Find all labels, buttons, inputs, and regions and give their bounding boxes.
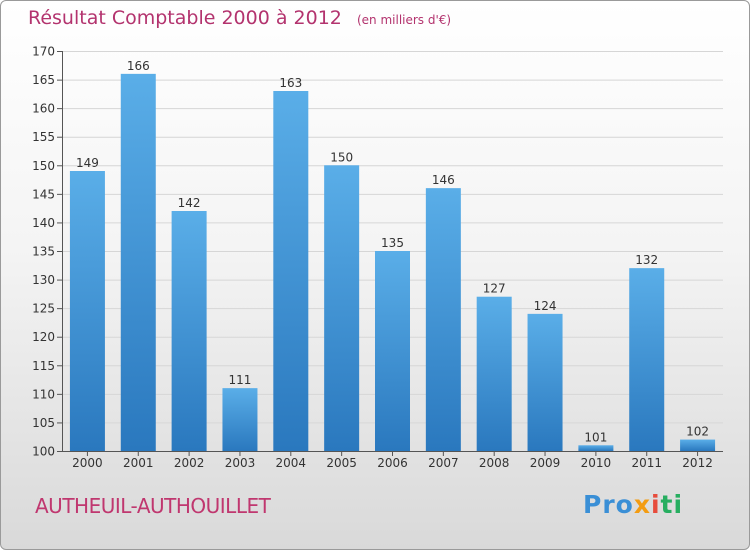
y-tick-label: 140 <box>32 216 55 230</box>
x-tick-label: 2006 <box>377 456 408 470</box>
bar-2001 <box>120 73 156 451</box>
x-tick-label: 2009 <box>530 456 561 470</box>
x-tick-label: 2002 <box>174 456 205 470</box>
x-tick-label: 2010 <box>581 456 612 470</box>
bar-value-label: 127 <box>483 282 506 296</box>
y-tick-label: 130 <box>32 273 55 287</box>
bar-value-label: 146 <box>432 173 455 187</box>
bar-2009 <box>527 313 563 451</box>
bar-2000 <box>69 171 105 451</box>
y-tick-label: 145 <box>32 187 55 201</box>
logo-part-3: i <box>650 490 661 519</box>
bar-layer: 149 166 142 111 163 150 135 146 127 124 101 132 102 <box>69 59 716 452</box>
y-tick-label: 160 <box>32 102 55 116</box>
bar-2002 <box>171 211 207 451</box>
x-tick-label: 2005 <box>326 456 357 470</box>
bar-2004 <box>273 91 309 451</box>
logo-part-1: Pro <box>583 490 634 519</box>
y-tick-label: 110 <box>32 387 55 401</box>
bar-value-label: 149 <box>76 156 99 170</box>
bar-value-label: 142 <box>178 196 201 210</box>
y-tick-label: 155 <box>32 130 55 144</box>
bar-2012 <box>680 439 716 451</box>
bar-value-label: 163 <box>279 76 302 90</box>
bar-value-label: 124 <box>534 299 557 313</box>
y-tick-label: 125 <box>32 302 55 316</box>
y-tick-label: 115 <box>32 359 55 373</box>
bar-value-label: 166 <box>127 59 150 73</box>
x-tick-label: 2012 <box>682 456 713 470</box>
y-tick-label: 150 <box>32 159 55 173</box>
bar-value-label: 132 <box>635 253 658 267</box>
y-tick-label: 170 <box>32 45 55 59</box>
y-tick-label: 120 <box>32 330 55 344</box>
bar-value-label: 111 <box>229 373 252 387</box>
x-tick-label: 2001 <box>123 456 154 470</box>
logo-part-2: x <box>633 490 651 519</box>
bar-2010 <box>578 445 614 451</box>
bar-value-label: 150 <box>330 150 353 164</box>
chart-subtitle: (en milliers d'€) <box>356 13 452 27</box>
y-tick-label: 100 <box>32 445 55 459</box>
bar-2005 <box>324 165 360 452</box>
x-tick-label: 2000 <box>72 456 103 470</box>
x-tick-label: 2007 <box>428 456 459 470</box>
x-tick-label: 2008 <box>479 456 510 470</box>
x-tick-label: 2004 <box>276 456 307 470</box>
title-row: Résultat Comptable 2000 à 2012 (en milli… <box>28 7 451 29</box>
commune-name: AUTHEUIL-AUTHOUILLET <box>35 494 271 518</box>
axis-layer: 100 105 110 115 120 125 130 135 140 145 150 155 160 1… <box>32 45 723 470</box>
bar-2006 <box>375 251 410 451</box>
x-tick-label: 2011 <box>631 456 662 470</box>
bar-value-label: 102 <box>686 425 709 439</box>
y-tick-label: 165 <box>32 73 55 87</box>
y-tick-label: 135 <box>32 245 55 259</box>
bar-2011 <box>629 268 665 451</box>
x-tick-label: 2003 <box>225 456 256 470</box>
bar-2003 <box>222 388 258 451</box>
proxiti-logo[interactable]: Proxiti <box>583 490 683 519</box>
bar-2007 <box>425 188 461 451</box>
y-tick-label: 105 <box>32 416 55 430</box>
logo-part-4: ti <box>660 490 684 519</box>
bar-value-label: 135 <box>381 236 404 250</box>
chart-title: Résultat Comptable 2000 à 2012 <box>28 7 342 29</box>
bar-2008 <box>476 296 512 451</box>
bar-value-label: 101 <box>584 430 607 444</box>
